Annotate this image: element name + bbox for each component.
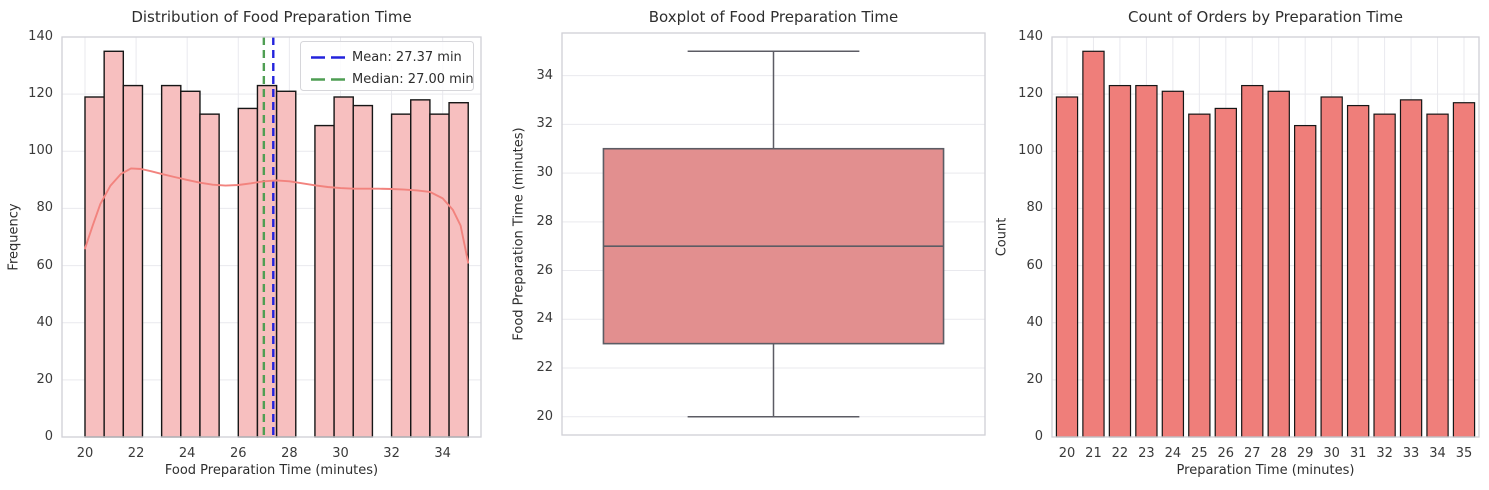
- x-tick-label: 22: [1111, 446, 1129, 461]
- y-tick-label: 30: [536, 165, 553, 181]
- countplot-panel: [1051, 36, 1480, 438]
- x-tick-label: 28: [1270, 446, 1287, 461]
- x-tick-label: 25: [1191, 446, 1208, 461]
- count-bar: [1399, 99, 1423, 438]
- boxplot-title: Boxplot of Food Preparation Time: [648, 8, 899, 26]
- x-tick-label: 34: [434, 446, 451, 461]
- x-tick-label: 23: [1138, 446, 1155, 461]
- y-tick-label: 26: [536, 262, 553, 278]
- histogram-bar: [390, 113, 412, 438]
- histogram-bar: [160, 84, 182, 438]
- y-tick-label: 20: [536, 408, 553, 424]
- count-bar: [1426, 113, 1449, 438]
- histogram-bar: [122, 84, 144, 438]
- count-bar: [1267, 90, 1290, 438]
- histogram-bar: [199, 113, 220, 438]
- axes-frame: [61, 36, 482, 438]
- x-tick-label: 34: [1429, 446, 1446, 461]
- x-tick-label: 24: [178, 446, 196, 461]
- x-tick-label: 24: [1164, 446, 1182, 461]
- y-tick-label: 34: [536, 67, 553, 83]
- countplot-title: Count of Orders by Preparation Time: [1127, 8, 1404, 26]
- y-tick-label: 140: [28, 29, 53, 44]
- countplot-ylabel: Count: [994, 217, 1010, 257]
- y-tick-label: 120: [28, 86, 53, 102]
- count-bar: [1452, 102, 1476, 438]
- histogram-title: Distribution of Food Preparation Time: [131, 8, 412, 26]
- countplot-xlabel: Preparation Time (minutes): [1176, 463, 1355, 478]
- y-tick-label: 20: [1026, 371, 1043, 387]
- histogram-bar: [333, 96, 354, 438]
- histogram-bar: [237, 107, 259, 438]
- count-bar: [1214, 107, 1237, 438]
- histogram-panel: [61, 36, 482, 438]
- count-bar: [1055, 96, 1079, 438]
- x-tick-label: 26: [1217, 446, 1235, 461]
- y-tick-label: 80: [36, 200, 53, 216]
- x-tick-label: 26: [230, 446, 247, 461]
- boxplot-ylabel: Food Preparation Time (minutes): [511, 127, 527, 341]
- x-tick-label: 31: [1349, 446, 1367, 461]
- histogram-xlabel: Food Preparation Time (minutes): [164, 463, 379, 478]
- x-tick-label: 32: [1376, 446, 1393, 461]
- y-tick-label: 24: [536, 311, 553, 327]
- count-bar: [1241, 84, 1264, 438]
- count-bar: [1320, 96, 1343, 438]
- x-tick-label: 35: [1455, 446, 1473, 461]
- y-tick-label: 100: [28, 143, 53, 159]
- x-tick-label: 21: [1085, 446, 1102, 461]
- x-tick-label: 30: [1323, 446, 1340, 461]
- histogram-bar: [429, 113, 450, 438]
- histogram-bar: [103, 50, 125, 438]
- y-tick-label: 32: [536, 116, 553, 132]
- x-tick-label: 32: [383, 446, 400, 461]
- y-tick-label: 60: [1026, 257, 1043, 273]
- y-tick-label: 22: [536, 360, 553, 375]
- x-tick-label: 20: [1058, 446, 1076, 461]
- y-tick-label: 0: [44, 429, 53, 444]
- y-tick-label: 40: [1026, 314, 1043, 330]
- histogram-ylabel: Frequency: [6, 203, 22, 271]
- x-tick-label: 27: [1243, 446, 1261, 461]
- kde-curve: [84, 167, 470, 264]
- count-bar: [1108, 84, 1132, 438]
- y-tick-label: 20: [36, 371, 53, 387]
- boxplot-panel: [561, 32, 986, 436]
- y-tick-label: 100: [1018, 143, 1043, 159]
- count-bar: [1161, 90, 1185, 438]
- legend-median-label: Median: 27.00 min: [352, 72, 474, 87]
- x-tick-label: 29: [1296, 446, 1314, 461]
- histogram-bar: [410, 99, 431, 438]
- histogram-bar: [352, 104, 374, 438]
- y-tick-label: 28: [536, 213, 553, 229]
- count-bar: [1188, 113, 1211, 438]
- count-bar: [1135, 84, 1158, 438]
- count-bar: [1346, 104, 1370, 438]
- y-tick-label: 40: [36, 314, 53, 330]
- histogram-bar: [84, 96, 105, 438]
- y-tick-label: 80: [1026, 200, 1043, 216]
- axes-frame: [1051, 36, 1480, 438]
- x-tick-label: 30: [332, 446, 349, 461]
- x-tick-label: 28: [281, 446, 298, 461]
- histogram-bar: [314, 124, 335, 438]
- y-tick-label: 0: [1034, 429, 1043, 444]
- legend-mean-label: Mean: 27.37 min: [352, 50, 462, 65]
- count-bar: [1373, 113, 1396, 438]
- count-bar: [1082, 50, 1105, 438]
- y-tick-label: 140: [1018, 29, 1043, 44]
- x-tick-label: 33: [1402, 446, 1420, 461]
- x-tick-label: 22: [127, 446, 145, 461]
- x-tick-label: 20: [76, 446, 94, 461]
- y-tick-label: 60: [36, 257, 53, 273]
- histogram-bar: [180, 90, 201, 438]
- y-tick-label: 120: [1018, 86, 1043, 102]
- histogram-bar: [275, 90, 297, 438]
- histogram-bar: [448, 102, 469, 438]
- count-bar: [1294, 124, 1317, 438]
- axes-frame: [561, 32, 986, 436]
